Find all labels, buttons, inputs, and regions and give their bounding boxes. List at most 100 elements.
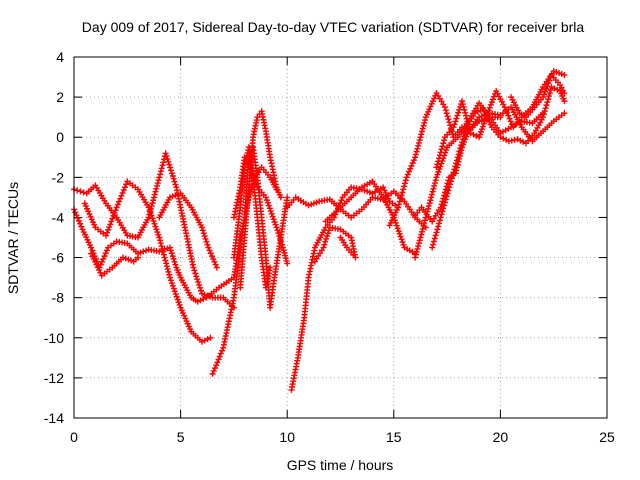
data-point xyxy=(440,205,447,212)
data-point xyxy=(101,253,108,260)
data-point xyxy=(170,175,177,182)
data-point xyxy=(197,284,204,291)
data-point xyxy=(204,336,211,343)
data-point xyxy=(150,218,157,225)
data-point xyxy=(166,271,173,278)
data-point xyxy=(148,212,155,219)
data-point xyxy=(507,118,514,125)
data-point xyxy=(546,77,553,84)
data-point xyxy=(543,85,550,92)
data-point xyxy=(517,137,524,144)
data-point xyxy=(435,220,442,227)
data-point xyxy=(404,171,411,178)
data-point xyxy=(438,211,445,218)
data-point xyxy=(162,150,169,157)
data-point xyxy=(544,99,551,106)
data-point xyxy=(450,124,457,131)
data-point xyxy=(265,202,272,209)
data-point xyxy=(410,157,417,164)
data-point xyxy=(451,121,458,128)
data-point xyxy=(157,171,164,178)
data-point xyxy=(74,215,81,222)
data-point xyxy=(418,131,425,138)
y-tick-label: -6 xyxy=(52,250,65,266)
data-point xyxy=(195,279,202,286)
data-point xyxy=(473,132,480,139)
data-point xyxy=(419,225,426,232)
data-point xyxy=(277,194,284,201)
data-point xyxy=(248,167,255,174)
data-point xyxy=(264,199,271,206)
data-point xyxy=(421,119,428,126)
data-point xyxy=(213,362,220,369)
data-point xyxy=(542,105,549,112)
data-point xyxy=(253,181,260,188)
data-point xyxy=(150,197,157,204)
data-point xyxy=(198,224,205,231)
data-point xyxy=(400,241,407,248)
data-point xyxy=(100,255,107,262)
data-point xyxy=(541,91,548,98)
data-point xyxy=(105,226,112,233)
data-point xyxy=(407,165,414,172)
data-point xyxy=(542,88,549,95)
data-point xyxy=(156,174,163,181)
data-point xyxy=(112,207,119,214)
data-point xyxy=(157,240,164,247)
data-point xyxy=(263,197,270,204)
data-point xyxy=(274,227,281,234)
data-point xyxy=(193,273,200,280)
data-point xyxy=(458,142,465,149)
data-point xyxy=(460,133,467,140)
data-point xyxy=(114,201,121,208)
data-point xyxy=(381,187,388,194)
data-point xyxy=(200,296,207,303)
series-2 xyxy=(81,178,214,345)
data-point xyxy=(214,359,221,366)
data-point xyxy=(88,244,95,251)
data-point xyxy=(207,334,214,341)
data-point xyxy=(145,204,152,211)
data-point xyxy=(403,174,410,181)
y-tick-label: -14 xyxy=(44,410,64,426)
data-point xyxy=(163,260,170,267)
data-point xyxy=(210,367,217,374)
data-point xyxy=(201,233,208,240)
data-point xyxy=(208,253,215,260)
data-point xyxy=(455,151,462,158)
data-point xyxy=(321,241,328,248)
data-point xyxy=(148,202,155,209)
data-point xyxy=(561,90,568,97)
data-point xyxy=(397,195,404,202)
data-point xyxy=(430,241,437,248)
data-point xyxy=(435,155,442,162)
y-tick-label: -8 xyxy=(52,290,65,306)
data-point xyxy=(402,177,409,184)
series-8 xyxy=(230,154,291,267)
data-point xyxy=(441,104,448,111)
data-point xyxy=(420,223,427,230)
data-point xyxy=(415,243,422,250)
data-point xyxy=(168,280,175,287)
data-point xyxy=(462,127,469,134)
data-point xyxy=(273,224,280,231)
data-point xyxy=(284,260,291,267)
data-point xyxy=(202,235,209,242)
data-point xyxy=(160,159,167,166)
data-point xyxy=(414,245,421,252)
data-point xyxy=(209,370,216,377)
data-point xyxy=(413,148,420,155)
data-point xyxy=(443,146,450,153)
data-point xyxy=(459,101,466,108)
data-point xyxy=(445,187,452,194)
data-point xyxy=(485,107,492,114)
data-point xyxy=(447,181,454,188)
data-point xyxy=(561,98,568,105)
data-point xyxy=(419,125,426,132)
data-point xyxy=(110,212,117,219)
data-point xyxy=(454,112,461,119)
series-18 xyxy=(508,72,568,121)
axis-ticks: 0 5 10 15 20 25 -14 -12 -10 -8 -6 -4 -2 0 2 4 xyxy=(44,49,615,445)
data-point xyxy=(395,204,402,211)
data-point xyxy=(442,196,449,203)
